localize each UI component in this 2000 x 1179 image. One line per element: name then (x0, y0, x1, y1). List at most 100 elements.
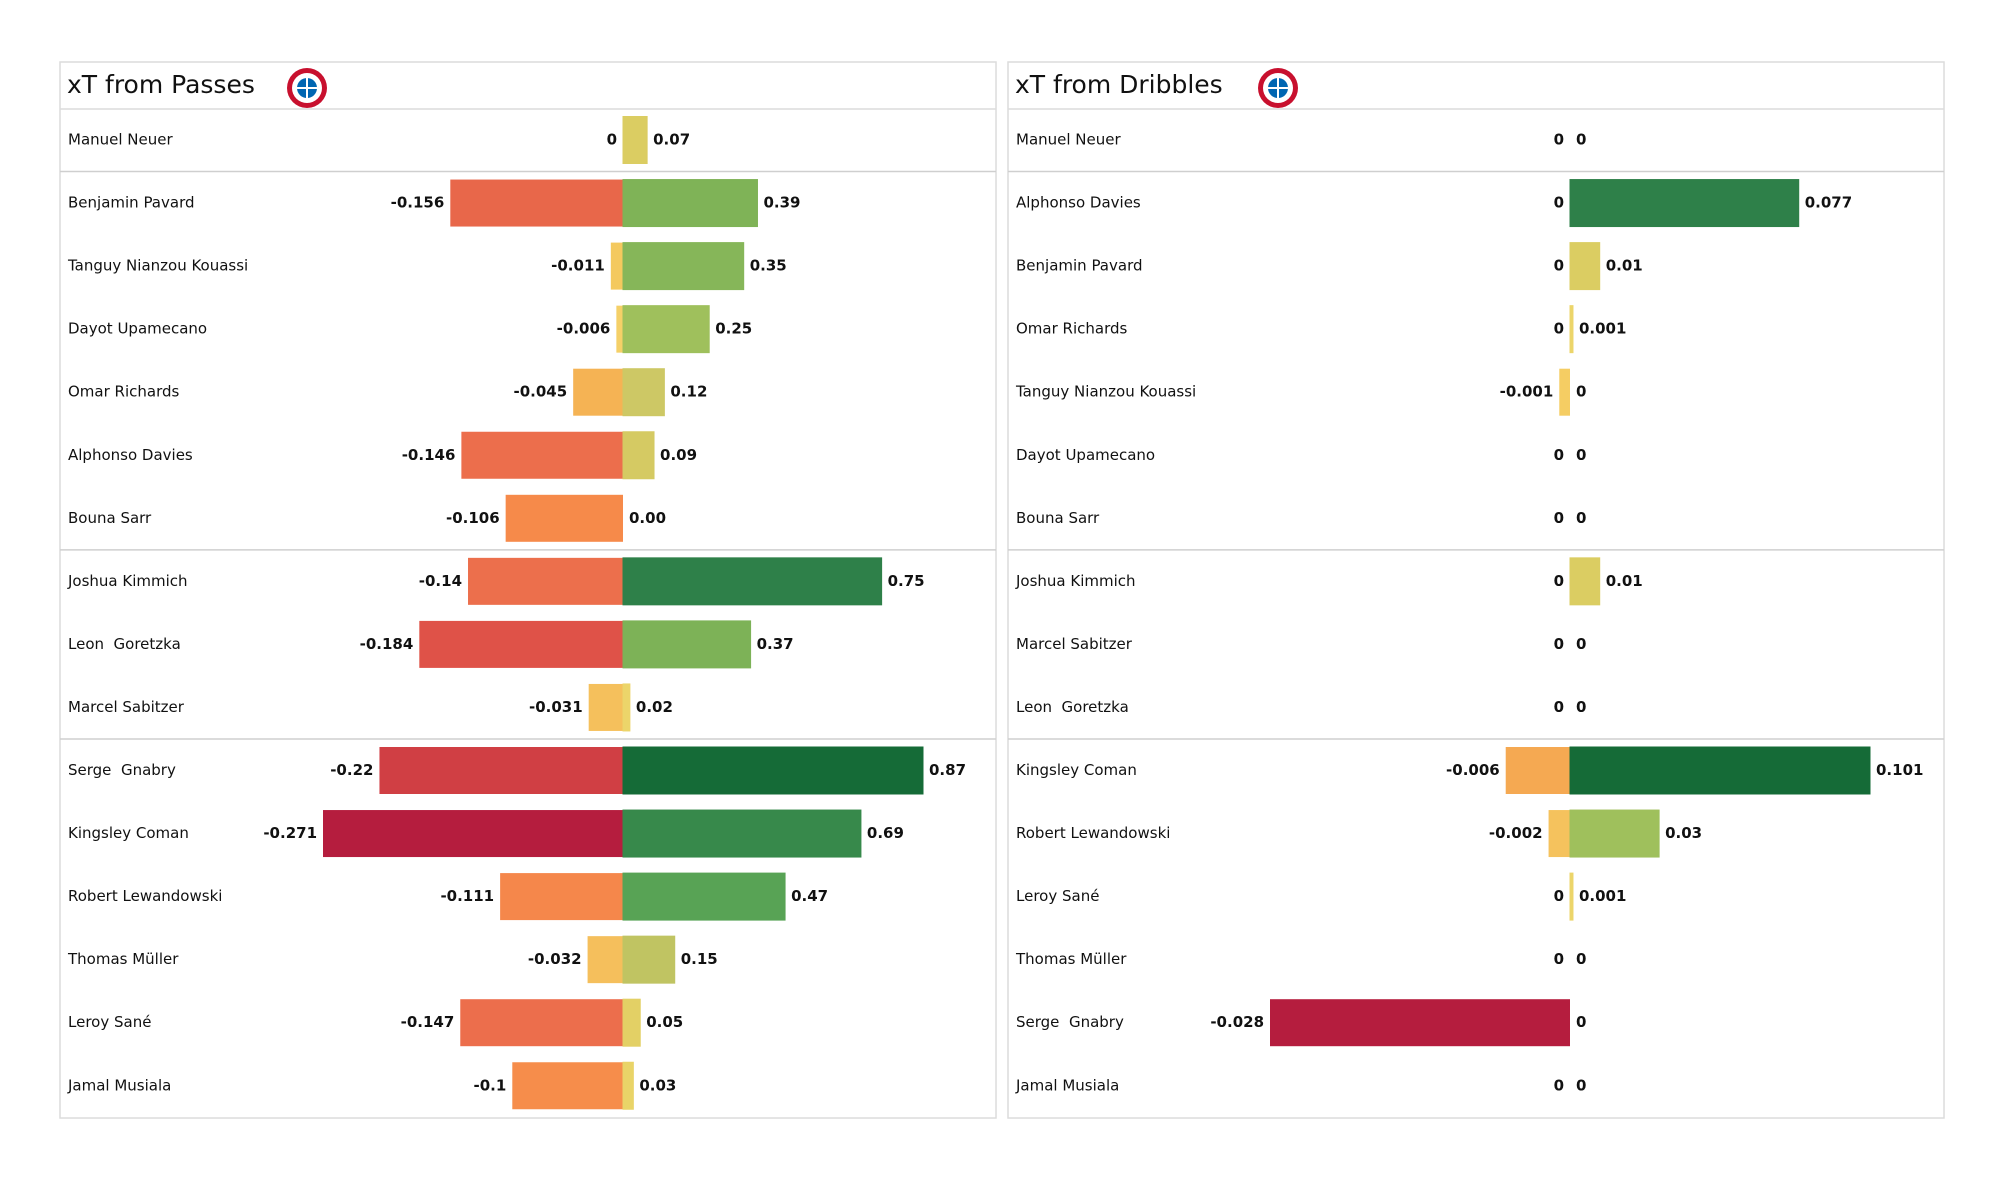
bar (1505, 747, 1570, 794)
bar (323, 810, 623, 858)
value-label: 0.87 (929, 761, 966, 779)
value-label: 0 (1554, 572, 1564, 590)
club-logo (287, 68, 327, 108)
value-label: 0.101 (1876, 761, 1923, 779)
value-label: 0.75 (888, 572, 925, 590)
bar (1569, 809, 1660, 858)
bar (622, 305, 710, 354)
value-label: 0.00 (629, 509, 666, 527)
value-label: 0 (1576, 131, 1586, 149)
value-label: -0.1 (473, 1076, 506, 1094)
chart-title: xT from Dribbles (1015, 70, 1223, 99)
value-label: 0.02 (636, 698, 673, 716)
chart-title: xT from Passes (67, 70, 255, 99)
value-label: 0.35 (750, 257, 787, 275)
player-name: Marcel Sabitzer (68, 698, 185, 716)
value-label: 0.47 (791, 887, 828, 905)
player-name: Omar Richards (68, 383, 180, 401)
value-label: 0.39 (763, 194, 800, 212)
value-label: -0.146 (402, 446, 456, 464)
bar (622, 179, 758, 228)
value-label: 0.03 (1665, 824, 1702, 842)
panel-frame (59, 61, 997, 1119)
player-name: Thomas Müller (67, 950, 179, 968)
player-name: Alphonso Davies (1016, 194, 1141, 212)
bar (622, 116, 648, 164)
player-name: Jamal Musiala (1015, 1076, 1119, 1094)
panel-frame (1007, 61, 1945, 1119)
player-name: Jamal Musiala (67, 1076, 171, 1094)
bar (1569, 746, 1871, 795)
player-name: Leroy Sané (1016, 887, 1099, 905)
bar (468, 557, 623, 605)
player-name: Kingsley Coman (1016, 761, 1137, 779)
value-label: 0.09 (660, 446, 697, 464)
bar (1569, 242, 1601, 291)
value-label: 0 (1554, 698, 1564, 716)
value-label: 0 (1554, 1076, 1564, 1094)
player-name: Dayot Upamecano (1016, 446, 1155, 464)
player-name: Joshua Kimmich (1015, 572, 1136, 590)
player-name: Omar Richards (1016, 320, 1128, 338)
value-label: 0 (1554, 131, 1564, 149)
bar (461, 431, 623, 479)
bar (419, 620, 623, 668)
player-name: Serge Gnabry (68, 761, 176, 779)
bar (379, 747, 623, 794)
bar (1569, 872, 1574, 921)
value-label: 0.15 (681, 950, 718, 968)
player-name: Robert Lewandowski (68, 887, 222, 905)
club-logo (1258, 68, 1298, 108)
value-label: -0.147 (401, 1013, 455, 1031)
value-label: 0.12 (670, 383, 707, 401)
bar (622, 1061, 634, 1110)
value-label: -0.14 (419, 572, 462, 590)
player-name: Tanguy Nianzou Kouassi (1015, 383, 1196, 401)
player-name: Leon Goretzka (1016, 698, 1129, 716)
bar (610, 242, 623, 290)
value-label: 0.69 (867, 824, 904, 842)
value-label: 0 (1554, 194, 1564, 212)
bar (622, 872, 786, 921)
value-label: 0 (1576, 509, 1586, 527)
value-label: -0.111 (440, 887, 494, 905)
bar (622, 809, 862, 858)
value-label: 0 (1554, 635, 1564, 653)
value-label: -0.011 (551, 257, 605, 275)
value-label: 0.001 (1579, 320, 1626, 338)
bar (622, 620, 752, 669)
value-label: 0 (1576, 1076, 1586, 1094)
bar (460, 999, 623, 1047)
player-name: Leroy Sané (68, 1013, 151, 1031)
player-name: Tanguy Nianzou Kouassi (67, 257, 248, 275)
bar (622, 998, 641, 1047)
value-label: -0.031 (529, 698, 583, 716)
player-name: Bouna Sarr (68, 509, 152, 527)
player-name: Robert Lewandowski (1016, 824, 1170, 842)
value-label: 0.001 (1579, 887, 1626, 905)
bar (588, 683, 623, 731)
value-label: 0.05 (646, 1013, 683, 1031)
value-label: 0 (1554, 446, 1564, 464)
value-label: -0.106 (446, 509, 500, 527)
bar (1569, 305, 1574, 354)
player-name: Benjamin Pavard (68, 194, 195, 212)
bar (1569, 179, 1800, 228)
player-name: Kingsley Coman (68, 824, 189, 842)
value-label: -0.156 (391, 194, 445, 212)
bar (587, 936, 623, 984)
bar (622, 368, 665, 417)
value-label: 0 (1554, 257, 1564, 275)
player-name: Manuel Neuer (1016, 131, 1121, 149)
value-label: 0 (1576, 446, 1586, 464)
value-label: 0 (1576, 950, 1586, 968)
bar (1559, 368, 1570, 416)
value-label: -0.001 (1500, 383, 1554, 401)
value-label: 0 (1576, 698, 1586, 716)
bar (512, 1062, 623, 1110)
value-label: -0.045 (514, 383, 568, 401)
value-label: 0 (1576, 383, 1586, 401)
value-label: 0.37 (757, 635, 794, 653)
value-label: 0 (1554, 320, 1564, 338)
